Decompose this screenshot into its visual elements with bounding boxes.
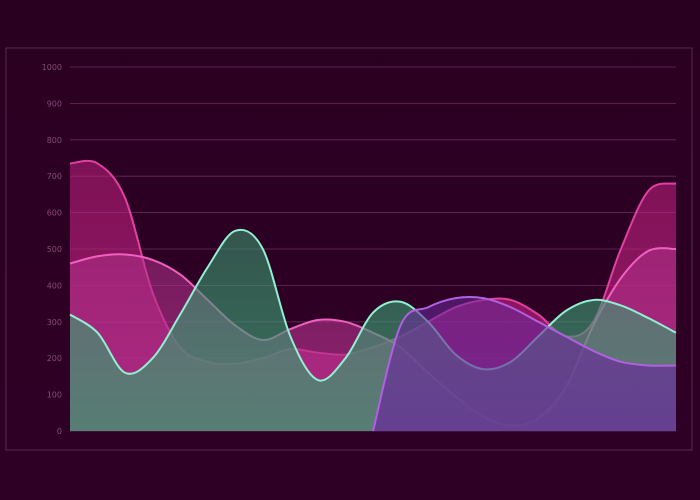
series-line: [69, 228, 677, 382]
y-tick-label: 600: [47, 209, 62, 218]
series-layer: [69, 159, 677, 432]
y-tick-label: 400: [47, 281, 62, 290]
series-area: [373, 297, 676, 431]
y-tick-label: 0: [57, 427, 62, 436]
y-tick-label: 700: [47, 172, 62, 181]
y-tick-label: 100: [47, 391, 62, 400]
y-tick-label: 900: [47, 99, 62, 108]
y-tick-label: 300: [47, 318, 62, 327]
series-line: [372, 296, 677, 432]
y-tick-label: 1000: [42, 63, 62, 72]
y-tick-label: 500: [47, 245, 62, 254]
y-tick-label: 800: [47, 136, 62, 145]
series-4: [372, 296, 677, 432]
y-tick-label: 200: [47, 354, 62, 363]
plot-frame: [5, 47, 693, 451]
y-axis-ticks: 0 100 200 300 400 500 600 700 800 900 1000: [42, 63, 62, 436]
